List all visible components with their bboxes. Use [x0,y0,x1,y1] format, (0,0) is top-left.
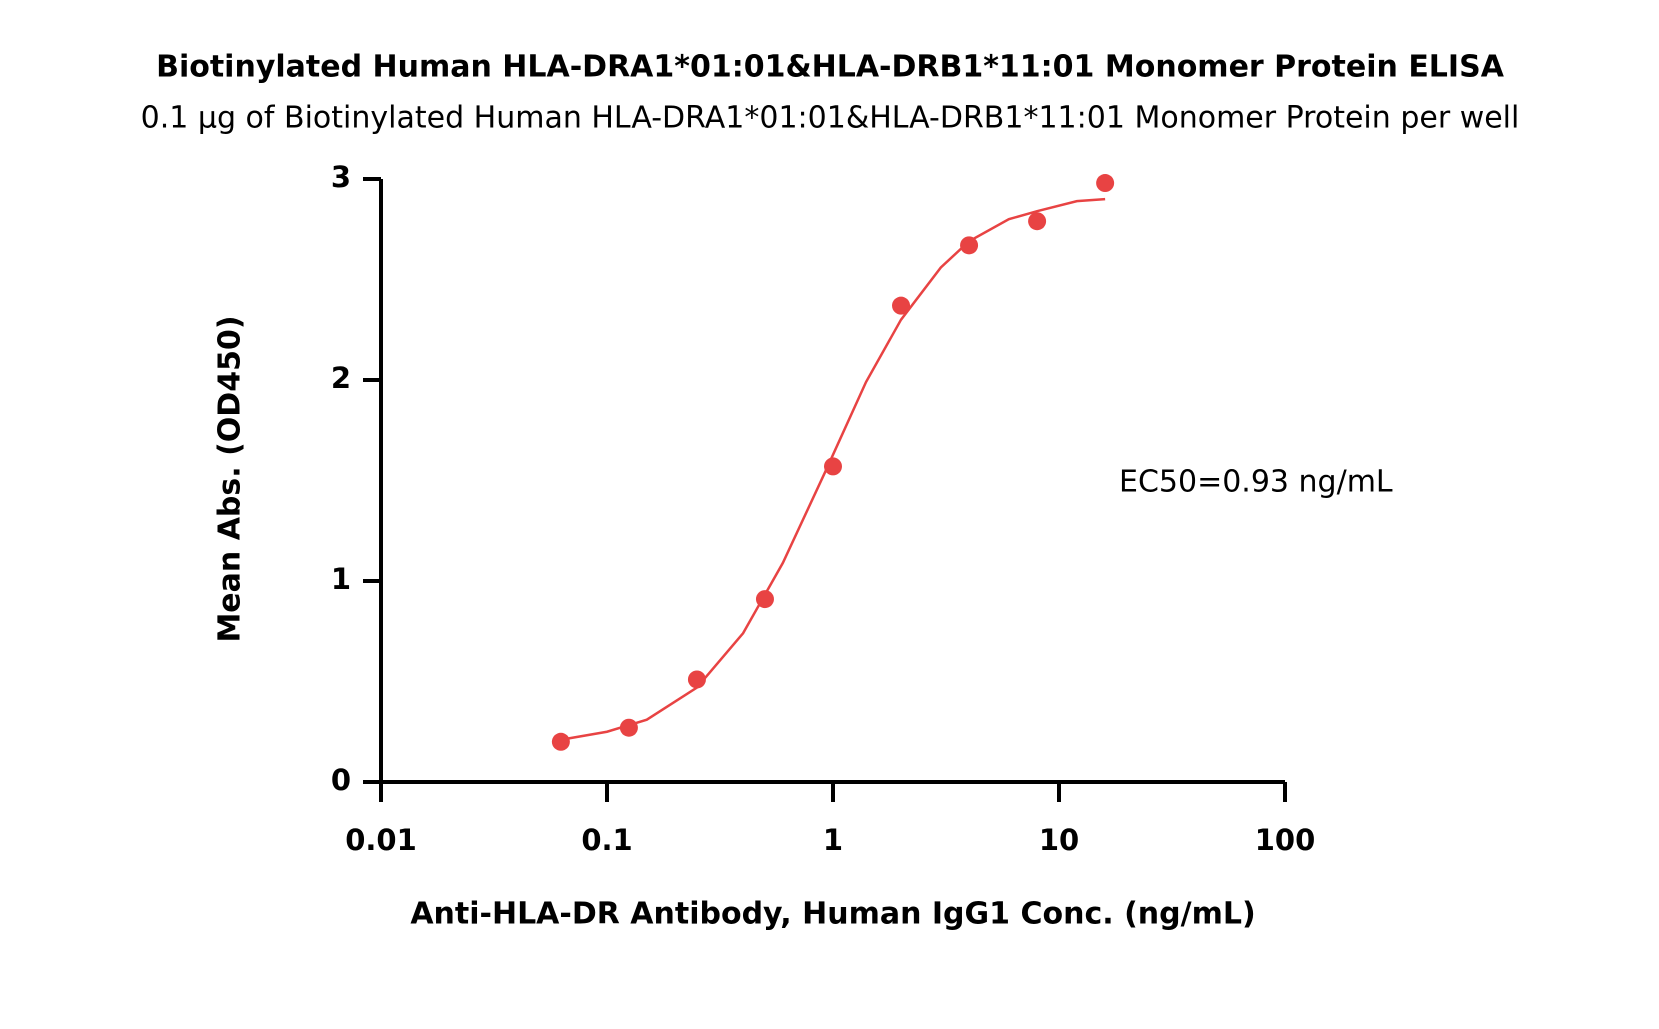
x-axis-label: Anti-HLA-DR Antibody, Human IgG1 Conc. (… [410,897,1255,932]
x-tick-label: 100 [1255,823,1316,857]
y-tick-label: 3 [331,160,351,194]
y-axis-label: Mean Abs. (OD450) [213,315,248,642]
x-tick-label: 10 [1039,823,1079,857]
y-tick-label: 0 [331,763,351,797]
y-tick-label: 2 [331,361,351,395]
annotation: EC50=0.93 ng/mL [1119,465,1393,500]
data-point [1028,212,1047,231]
data-point [1096,174,1115,193]
data-point [687,670,706,689]
x-tick-label: 1 [823,823,843,857]
data-point [619,718,638,737]
x-tick-label: 0.1 [581,823,632,857]
chart-subtitle: 0.1 µg of Biotinylated Human HLA-DRA1*01… [141,101,1520,136]
data-point [960,236,979,255]
data-point [892,296,911,315]
data-point [824,457,842,476]
data-point [755,590,774,609]
data-point [551,732,570,751]
fit-curve [560,197,1106,742]
chart-title: Biotinylated Human HLA-DRA1*01:01&HLA-DR… [156,50,1505,85]
y-tick-label: 1 [331,562,351,596]
x-tick-label: 0.01 [345,823,417,857]
